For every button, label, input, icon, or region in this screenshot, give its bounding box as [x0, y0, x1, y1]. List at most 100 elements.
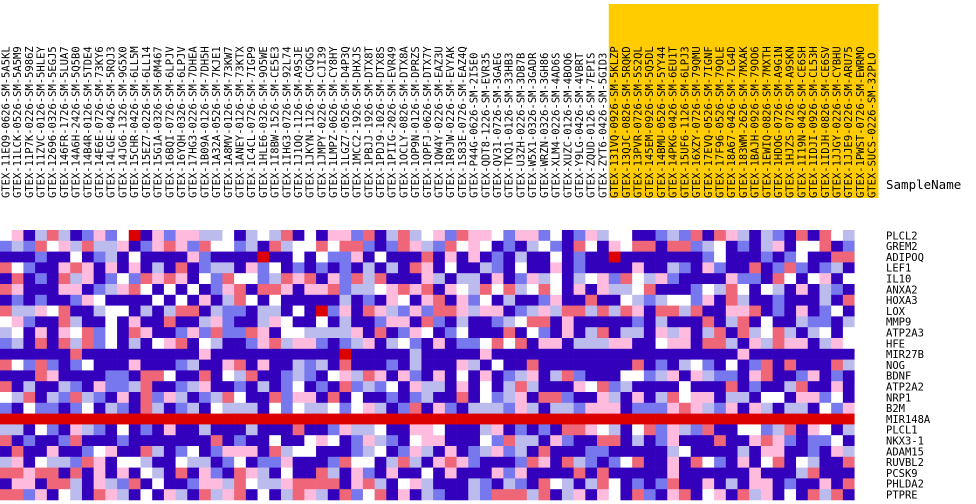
heatmap-cell [11, 284, 24, 296]
heatmap-cell [421, 424, 434, 436]
heatmap-cell [210, 273, 223, 285]
heatmap-cell [187, 262, 200, 274]
heatmap-cell [409, 370, 422, 382]
column-label: GTEX-1J1OQ-1126-SM-A9SJE [293, 46, 305, 198]
column-label: GTEX-ZYT6-0426-SM-5GID3 [597, 53, 609, 198]
heatmap-cell [866, 230, 879, 242]
heatmap-cell [199, 251, 212, 263]
heatmap-cell [304, 424, 317, 436]
heatmap-cell [655, 262, 668, 274]
row-label: PCSK9 [886, 468, 918, 480]
heatmap-cell [690, 381, 703, 393]
heatmap-cell [81, 316, 94, 328]
heatmap-cell [245, 273, 258, 285]
heatmap-cell [725, 262, 738, 274]
heatmap-cell [362, 402, 375, 414]
heatmap-cell [304, 370, 317, 382]
heatmap-cell [561, 273, 574, 285]
heatmap-cell [362, 413, 375, 425]
heatmap-cell [538, 370, 551, 382]
heatmap-cell [667, 338, 680, 350]
heatmap-cell [608, 251, 621, 263]
heatmap-cell [819, 316, 832, 328]
heatmap-cell [749, 456, 762, 468]
heatmap-cell [93, 359, 106, 371]
heatmap-cell [163, 305, 176, 317]
heatmap-cell [468, 294, 481, 306]
heatmap-cell [632, 446, 645, 458]
heatmap-cell [620, 402, 633, 414]
heatmap-cell [690, 424, 703, 436]
heatmap-cell [866, 338, 879, 350]
column-label: GTEX-15UF6-1126-SM-6LPJ3 [679, 46, 691, 198]
heatmap-cell [292, 305, 305, 317]
heatmap-cell [807, 413, 820, 425]
row-label: B2M [886, 403, 905, 415]
heatmap-cell [81, 240, 94, 252]
heatmap-cell [398, 381, 411, 393]
heatmap-cell [117, 424, 130, 436]
heatmap-cell [280, 478, 293, 490]
heatmap-cell [292, 327, 305, 339]
heatmap-cell [245, 381, 258, 393]
heatmap-cell [737, 230, 750, 242]
row-label: MMP9 [886, 317, 911, 329]
heatmap-cell [515, 381, 528, 393]
heatmap-cell [725, 402, 738, 414]
heatmap-cell [667, 273, 680, 285]
heatmap-cell [842, 424, 855, 436]
heatmap-cell [760, 381, 773, 393]
heatmap-cell [81, 456, 94, 468]
heatmap-cell [515, 294, 528, 306]
heatmap-cell [479, 240, 492, 252]
heatmap-cell [725, 467, 738, 479]
heatmap-cell [561, 467, 574, 479]
heatmap-cell [491, 230, 504, 242]
heatmap-cell [620, 284, 633, 296]
column-label: GTEX-15G1A-0326-SM-6M467 [153, 46, 165, 198]
heatmap-cell [842, 359, 855, 371]
heatmap-cell [620, 424, 633, 436]
row-label: PTPRE [886, 490, 918, 502]
heatmap-cell [550, 359, 563, 371]
heatmap-cell [526, 348, 539, 360]
heatmap-cell [280, 240, 293, 252]
heatmap-cell [234, 230, 247, 242]
heatmap-cell [245, 413, 258, 425]
heatmap-cell [93, 478, 106, 490]
heatmap-cell [608, 359, 621, 371]
heatmap-cell [23, 413, 36, 425]
heatmap-cell [526, 370, 539, 382]
heatmap-cell [550, 294, 563, 306]
heatmap-cell [667, 446, 680, 458]
heatmap-cell [702, 478, 715, 490]
heatmap-cell [409, 230, 422, 242]
heatmap-cell [444, 316, 457, 328]
heatmap-cell [749, 446, 762, 458]
heatmap-cell [409, 284, 422, 296]
heatmap-cell [152, 294, 165, 306]
heatmap-cell [11, 359, 24, 371]
heatmap-cell [398, 305, 411, 317]
heatmap-cell [444, 240, 457, 252]
heatmap-cell [199, 348, 212, 360]
heatmap-cell [23, 240, 36, 252]
heatmap-cell [105, 413, 118, 425]
heatmap-cell [304, 316, 317, 328]
heatmap-cell [433, 370, 446, 382]
heatmap-cell [831, 327, 844, 339]
heatmap-cell [807, 273, 820, 285]
heatmap-cell [234, 240, 247, 252]
heatmap-cell [749, 359, 762, 371]
heatmap-cell [550, 273, 563, 285]
heatmap-cell [70, 240, 83, 252]
heatmap-cell [362, 338, 375, 350]
heatmap-cell [70, 413, 83, 425]
heatmap-cell [105, 446, 118, 458]
heatmap-cell [409, 338, 422, 350]
heatmap-cell [421, 392, 434, 404]
heatmap-cell [23, 381, 36, 393]
heatmap-cell [199, 370, 212, 382]
heatmap-cell [58, 273, 71, 285]
heatmap-cell [831, 273, 844, 285]
